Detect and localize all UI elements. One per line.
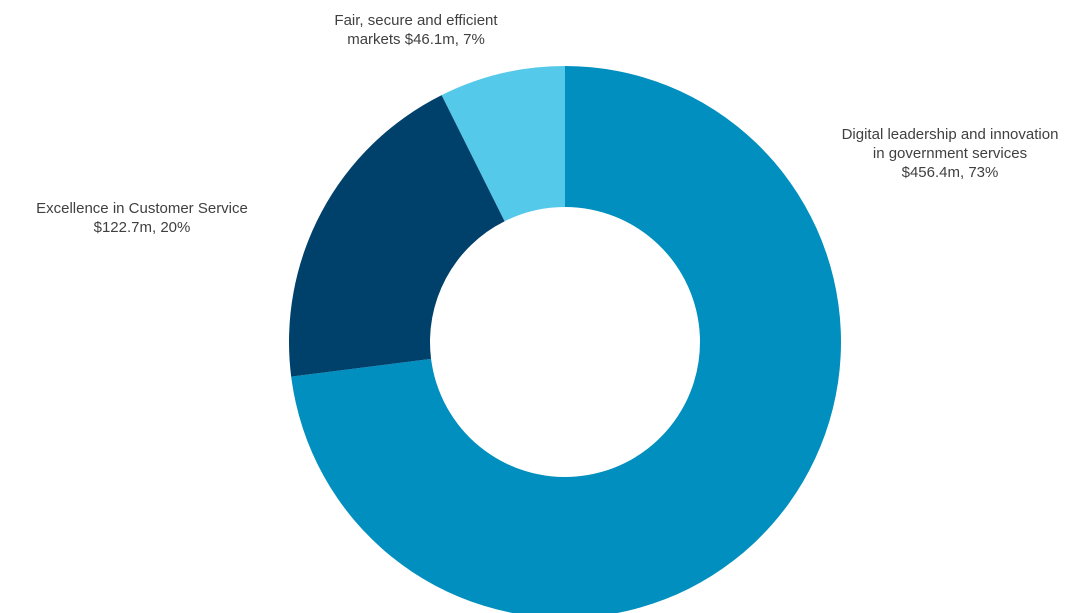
slice-label-line: in government services xyxy=(873,145,1027,162)
slice-label-1: Digital leadership and innovation in gove… xyxy=(842,126,1059,181)
donut-slices xyxy=(289,66,841,613)
slice-label-2: Excellence in Customer Service $122.7m, 2… xyxy=(36,200,248,236)
slice-label-line: markets $46.1m, 7% xyxy=(347,31,485,48)
slice-label-3: Fair, secure and efficient markets $46.1m… xyxy=(334,12,498,48)
slice-labels: Digital leadership and innovation in gove… xyxy=(36,12,1058,236)
slice-1 xyxy=(291,66,841,613)
slice-label-line: Digital leadership and innovation xyxy=(842,126,1059,143)
slice-2 xyxy=(289,95,505,377)
slice-label-line: Excellence in Customer Service xyxy=(36,200,248,217)
slice-label-line: $456.4m, 73% xyxy=(902,164,999,181)
slice-label-line: Fair, secure and efficient xyxy=(334,12,498,29)
slice-3 xyxy=(441,66,565,222)
slice-label-line: $122.7m, 20% xyxy=(94,219,191,236)
